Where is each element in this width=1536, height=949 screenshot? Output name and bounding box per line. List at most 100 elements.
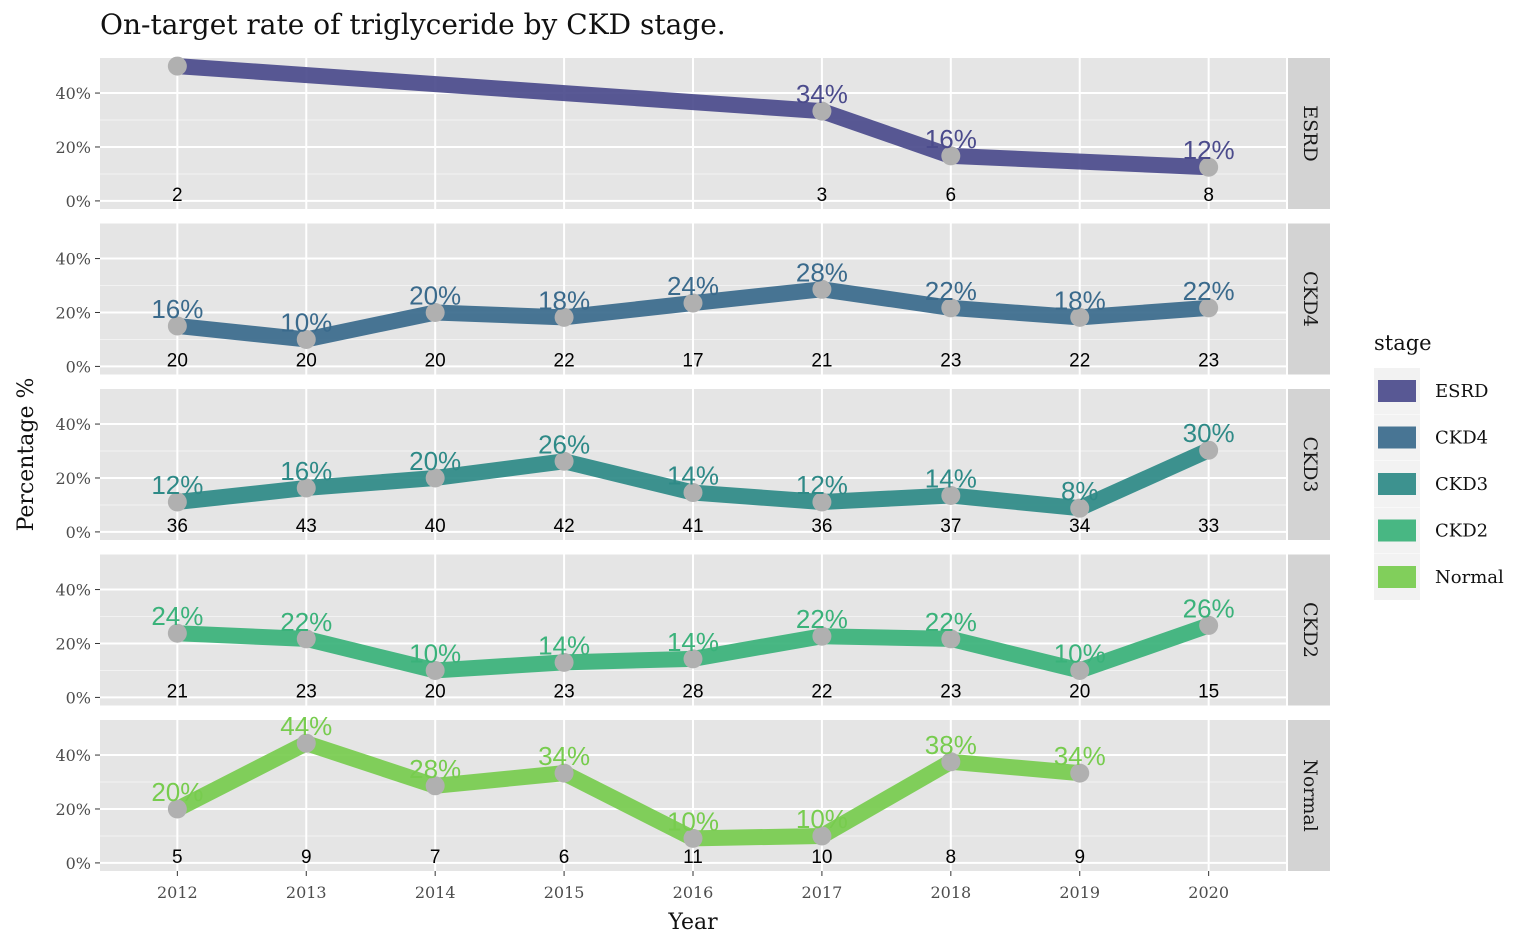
x-tick-label: 2013 bbox=[286, 883, 327, 902]
count-label: 36 bbox=[811, 516, 832, 537]
count-label: 20 bbox=[425, 682, 446, 703]
y-tick-label: 20% bbox=[55, 469, 91, 488]
data-point bbox=[167, 623, 187, 643]
y-tick-label: 20% bbox=[55, 138, 91, 157]
y-tick-label: 40% bbox=[55, 84, 91, 103]
data-label: 14% bbox=[538, 630, 590, 660]
data-point bbox=[554, 763, 574, 783]
count-label: 6 bbox=[946, 185, 957, 206]
data-point bbox=[554, 307, 574, 327]
facet-strip-label: CKD2 bbox=[1299, 602, 1321, 658]
count-label: 42 bbox=[554, 516, 575, 537]
count-label: 22 bbox=[1069, 351, 1090, 372]
y-axis-title: Percentage % bbox=[14, 378, 39, 532]
facet-strip bbox=[1288, 223, 1330, 375]
count-label: 11 bbox=[683, 847, 703, 868]
y-tick-label: 40% bbox=[55, 581, 91, 600]
data-point bbox=[941, 752, 961, 772]
data-label: 26% bbox=[1183, 593, 1235, 623]
count-label: 23 bbox=[1198, 351, 1219, 372]
y-tick-label: 20% bbox=[55, 800, 91, 819]
facet-strip bbox=[1288, 554, 1330, 706]
data-point bbox=[425, 468, 445, 488]
count-label: 43 bbox=[296, 516, 317, 537]
data-label: 34% bbox=[796, 79, 848, 109]
data-point bbox=[425, 660, 445, 680]
facet-strip bbox=[1288, 720, 1330, 871]
data-label: 38% bbox=[925, 730, 977, 760]
count-label: 23 bbox=[940, 351, 961, 372]
legend-label: Normal bbox=[1435, 567, 1504, 588]
count-label: 20 bbox=[1069, 682, 1090, 703]
y-tick-label: 20% bbox=[55, 634, 91, 653]
x-tick-label: 2012 bbox=[157, 883, 198, 902]
data-point bbox=[1199, 615, 1219, 635]
legend-key-ckd3 bbox=[1378, 473, 1416, 495]
data-point bbox=[683, 293, 703, 313]
data-point bbox=[941, 298, 961, 318]
count-label: 5 bbox=[172, 847, 183, 868]
y-tick-label: 0% bbox=[66, 854, 91, 873]
count-label: 23 bbox=[296, 682, 317, 703]
x-tick-label: 2016 bbox=[673, 883, 714, 902]
count-label: 20 bbox=[425, 351, 446, 372]
count-label: 28 bbox=[682, 682, 703, 703]
x-tick-label: 2017 bbox=[802, 883, 843, 902]
count-label: 6 bbox=[559, 847, 570, 868]
count-label: 20 bbox=[296, 351, 317, 372]
data-label: 28% bbox=[796, 257, 848, 287]
y-tick-label: 0% bbox=[66, 357, 91, 376]
count-label: 17 bbox=[682, 351, 703, 372]
data-label: 22% bbox=[925, 607, 977, 637]
data-point bbox=[1199, 157, 1219, 177]
data-point bbox=[167, 492, 187, 512]
count-label: 22 bbox=[811, 682, 832, 703]
data-point bbox=[941, 486, 961, 506]
data-point bbox=[425, 302, 445, 322]
data-point bbox=[1070, 498, 1090, 518]
data-label: 12% bbox=[151, 470, 203, 500]
count-label: 33 bbox=[1198, 516, 1219, 537]
data-label: 18% bbox=[538, 285, 590, 315]
count-label: 36 bbox=[167, 516, 188, 537]
data-label: 16% bbox=[925, 124, 977, 154]
legend-label: CKD3 bbox=[1435, 474, 1488, 495]
legend-key-ckd4 bbox=[1378, 426, 1416, 449]
y-tick-label: 40% bbox=[55, 415, 91, 434]
facet-strip-label: CKD4 bbox=[1299, 271, 1321, 327]
count-label: 21 bbox=[811, 351, 832, 372]
legend-key-ckd2 bbox=[1378, 519, 1416, 542]
y-tick-label: 0% bbox=[66, 192, 91, 211]
data-label: 34% bbox=[1054, 741, 1106, 771]
chart-title: On-target rate of triglyceride by CKD st… bbox=[100, 8, 726, 41]
data-point bbox=[812, 492, 832, 512]
count-label: 20 bbox=[167, 351, 188, 372]
x-tick-label: 2020 bbox=[1188, 883, 1229, 902]
facet-strip-label: CKD3 bbox=[1299, 436, 1321, 492]
count-label: 34 bbox=[1069, 516, 1091, 537]
count-label: 9 bbox=[1074, 847, 1085, 868]
data-label: 26% bbox=[538, 429, 590, 459]
y-tick-label: 40% bbox=[55, 250, 91, 269]
data-label: 12% bbox=[1183, 135, 1235, 165]
data-label: 34% bbox=[538, 741, 590, 771]
data-label: 20% bbox=[409, 446, 461, 476]
data-point bbox=[812, 826, 832, 846]
data-label: 10% bbox=[667, 806, 719, 836]
data-point bbox=[554, 451, 574, 471]
legend-title: stage bbox=[1374, 331, 1432, 355]
data-label: 18% bbox=[1054, 285, 1106, 315]
count-label: 15 bbox=[1198, 682, 1219, 703]
data-point bbox=[425, 776, 445, 796]
data-point bbox=[1070, 660, 1090, 680]
data-label: 20% bbox=[409, 280, 461, 310]
y-tick-label: 40% bbox=[55, 746, 91, 765]
data-point bbox=[296, 478, 316, 498]
data-label: 10% bbox=[796, 804, 848, 834]
data-label: 10% bbox=[409, 638, 461, 668]
data-label: 44% bbox=[280, 711, 332, 741]
count-label: 41 bbox=[682, 516, 703, 537]
y-tick-label: 0% bbox=[66, 688, 91, 707]
data-label: 30% bbox=[1183, 418, 1235, 448]
data-point bbox=[296, 629, 316, 649]
